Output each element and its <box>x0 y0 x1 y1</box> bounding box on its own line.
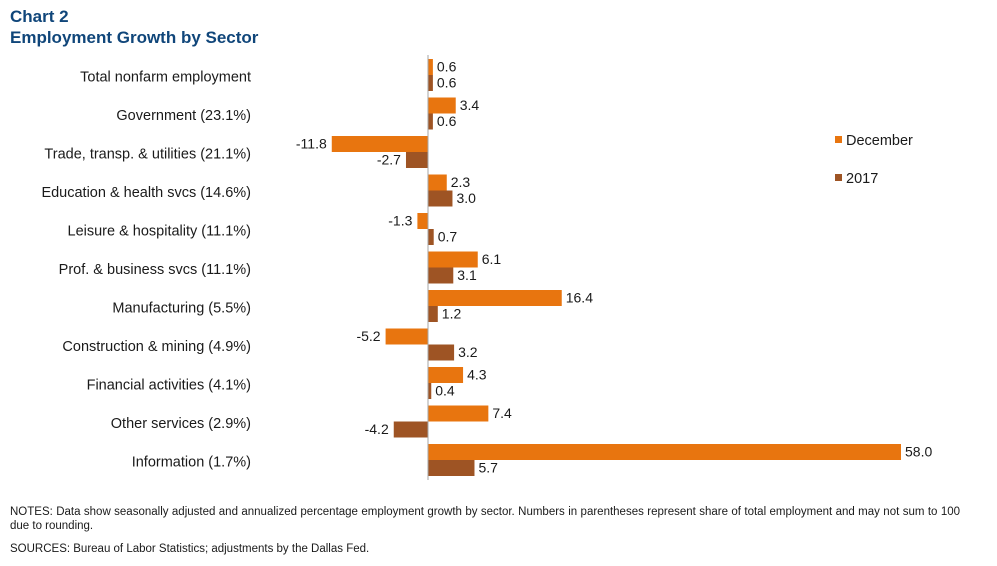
december-data-label: 3.4 <box>460 97 480 113</box>
december-bar <box>428 97 456 114</box>
december-bar <box>417 213 428 229</box>
year-2017-data-label: 0.6 <box>437 75 457 91</box>
december-data-label: 16.4 <box>566 290 593 306</box>
year-2017-bar <box>428 383 432 399</box>
chart-number: Chart 2 <box>10 7 69 26</box>
december-bar <box>428 405 489 422</box>
december-bar <box>331 136 428 152</box>
chart-title-block: Chart 2 Employment Growth by Sector <box>10 6 258 48</box>
december-bar <box>385 328 428 345</box>
december-data-label: -5.2 <box>356 328 380 344</box>
category-label: Trade, transp. & utilities (21.1%) <box>44 146 251 162</box>
year-2017-bar <box>428 229 434 245</box>
category-label: Government (23.1%) <box>116 108 251 124</box>
legend-label: 2017 <box>846 171 878 187</box>
year-2017-data-label: 0.7 <box>438 229 458 245</box>
year-2017-data-label: -4.2 <box>365 421 389 437</box>
category-label: Financial activities (4.1%) <box>87 377 251 393</box>
december-data-label: 6.1 <box>482 251 502 267</box>
december-bar <box>428 251 478 268</box>
year-2017-bar <box>428 306 438 322</box>
december-bar <box>428 290 562 306</box>
year-2017-bar <box>428 113 433 130</box>
year-2017-data-label: 3.1 <box>457 267 477 283</box>
category-label: Construction & mining (4.9%) <box>62 339 251 355</box>
year-2017-data-label: 5.7 <box>478 460 498 476</box>
category-label: Education & health svcs (14.6%) <box>41 185 251 201</box>
year-2017-bar <box>405 152 428 168</box>
year-2017-bar <box>393 421 428 438</box>
category-label: Information (1.7%) <box>132 454 251 470</box>
chart-plot: Total nonfarm employment0.60.6Government… <box>41 55 932 480</box>
year-2017-bar <box>428 267 454 284</box>
december-data-label: 0.6 <box>437 59 457 75</box>
year-2017-bar <box>428 75 433 91</box>
december-data-label: -1.3 <box>388 213 412 229</box>
category-label: Prof. & business svcs (11.1%) <box>59 262 251 278</box>
year-2017-data-label: 3.0 <box>456 190 476 206</box>
year-2017-bar <box>428 344 455 361</box>
december-data-label: 7.4 <box>492 405 512 421</box>
year-2017-data-label: -2.7 <box>377 152 401 168</box>
december-data-label: 4.3 <box>467 367 487 383</box>
december-data-label: 58.0 <box>905 444 932 460</box>
year-2017-bar <box>428 190 453 207</box>
legend-swatch <box>835 136 842 143</box>
december-data-label: -11.8 <box>296 136 327 152</box>
december-bar <box>428 444 901 460</box>
december-bar <box>428 367 464 383</box>
legend-label: December <box>846 133 913 149</box>
category-label: Total nonfarm employment <box>80 69 251 85</box>
legend-swatch <box>835 174 842 181</box>
category-label: Other services (2.9%) <box>111 416 251 432</box>
chart-sources: SOURCES: Bureau of Labor Statistics; adj… <box>10 543 370 555</box>
category-label: Leisure & hospitality (11.1%) <box>68 223 252 239</box>
year-2017-data-label: 1.2 <box>442 306 462 322</box>
year-2017-data-label: 0.4 <box>435 383 455 399</box>
december-bar <box>428 174 447 191</box>
year-2017-data-label: 0.6 <box>437 113 457 129</box>
year-2017-bar <box>428 460 475 476</box>
chart-title: Employment Growth by Sector <box>10 28 259 47</box>
category-label: Manufacturing (5.5%) <box>112 300 251 316</box>
december-data-label: 2.3 <box>451 174 471 190</box>
december-bar <box>428 59 433 75</box>
year-2017-data-label: 3.2 <box>458 344 478 360</box>
chart-notes: NOTES: Data show seasonally adjusted and… <box>10 506 960 532</box>
